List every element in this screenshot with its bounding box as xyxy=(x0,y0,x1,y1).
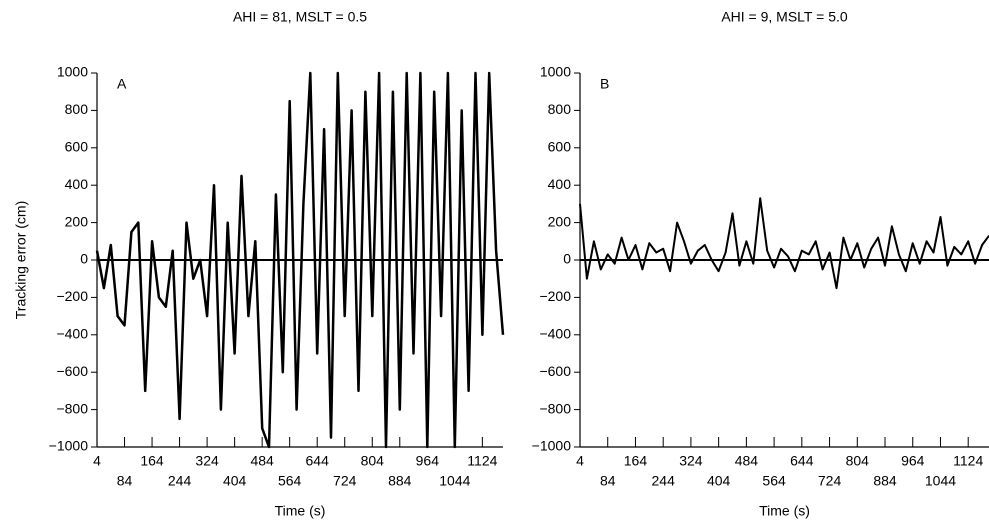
y-tick-label: 400 xyxy=(548,176,572,192)
x-axis-label: Time (s) xyxy=(759,503,810,519)
data-line xyxy=(579,197,989,290)
x-tick-label: 84 xyxy=(600,473,616,489)
x-tick-label: 724 xyxy=(333,473,357,489)
x-tick-label: 84 xyxy=(117,473,133,489)
x-tick-label: 404 xyxy=(707,473,731,489)
y-tick-label: 800 xyxy=(548,101,572,117)
x-tick-label: 1124 xyxy=(467,453,497,469)
y-tick-label: −800 xyxy=(56,400,88,416)
chart-title: AHI = 81, MSLT = 0.5 xyxy=(233,9,367,25)
x-tick-label: 564 xyxy=(762,473,786,489)
y-tick-label: −1000 xyxy=(532,438,572,454)
x-tick-label: 964 xyxy=(901,453,925,469)
y-tick-label: 200 xyxy=(65,213,89,229)
y-tick-label: 0 xyxy=(80,251,88,267)
y-tick-label: −600 xyxy=(56,363,88,379)
x-tick-label: 884 xyxy=(388,473,412,489)
y-tick-label: −600 xyxy=(539,363,571,379)
y-tick-label: 1000 xyxy=(540,64,571,80)
x-tick-label: 324 xyxy=(679,453,703,469)
x-axis-label: Time (s) xyxy=(275,503,326,519)
x-tick-label: 884 xyxy=(873,473,897,489)
y-tick-label: −1000 xyxy=(49,438,89,454)
x-tick-label: 404 xyxy=(223,473,247,489)
y-tick-label: 600 xyxy=(548,139,572,155)
x-tick-label: 1044 xyxy=(925,473,956,489)
x-tick-label: 804 xyxy=(846,453,870,469)
x-tick-label: 1124 xyxy=(953,453,983,469)
y-tick-label: 600 xyxy=(65,139,89,155)
y-axis-label: Tracking error (cm) xyxy=(13,201,29,320)
x-tick-label: 644 xyxy=(790,453,814,469)
x-tick-label: 164 xyxy=(624,453,648,469)
y-tick-label: −200 xyxy=(539,288,571,304)
x-tick-label: 564 xyxy=(278,473,302,489)
x-tick-label: 964 xyxy=(416,453,440,469)
x-tick-label: 484 xyxy=(250,453,274,469)
x-tick-label: 164 xyxy=(140,453,164,469)
x-tick-label: 724 xyxy=(818,473,842,489)
panel-label: A xyxy=(117,76,127,92)
y-tick-label: 1000 xyxy=(57,64,88,80)
x-tick-label: 1044 xyxy=(439,473,470,489)
x-tick-label: 4 xyxy=(93,453,101,469)
y-tick-label: 800 xyxy=(65,101,89,117)
y-tick-label: 400 xyxy=(65,176,89,192)
x-tick-label: 244 xyxy=(168,473,192,489)
panel-label: B xyxy=(600,76,609,92)
chart-title: AHI = 9, MSLT = 5.0 xyxy=(721,9,848,25)
x-tick-label: 4 xyxy=(576,453,584,469)
y-tick-label: −800 xyxy=(539,400,571,416)
x-tick-label: 484 xyxy=(735,453,759,469)
x-tick-label: 324 xyxy=(195,453,219,469)
x-tick-label: 644 xyxy=(306,453,330,469)
y-tick-label: −400 xyxy=(539,326,571,342)
y-tick-label: 200 xyxy=(548,213,572,229)
y-tick-label: −200 xyxy=(56,288,88,304)
x-tick-label: 244 xyxy=(652,473,676,489)
y-tick-label: 0 xyxy=(563,251,571,267)
data-line xyxy=(95,71,505,449)
y-tick-label: −400 xyxy=(56,326,88,342)
x-tick-label: 804 xyxy=(361,453,385,469)
